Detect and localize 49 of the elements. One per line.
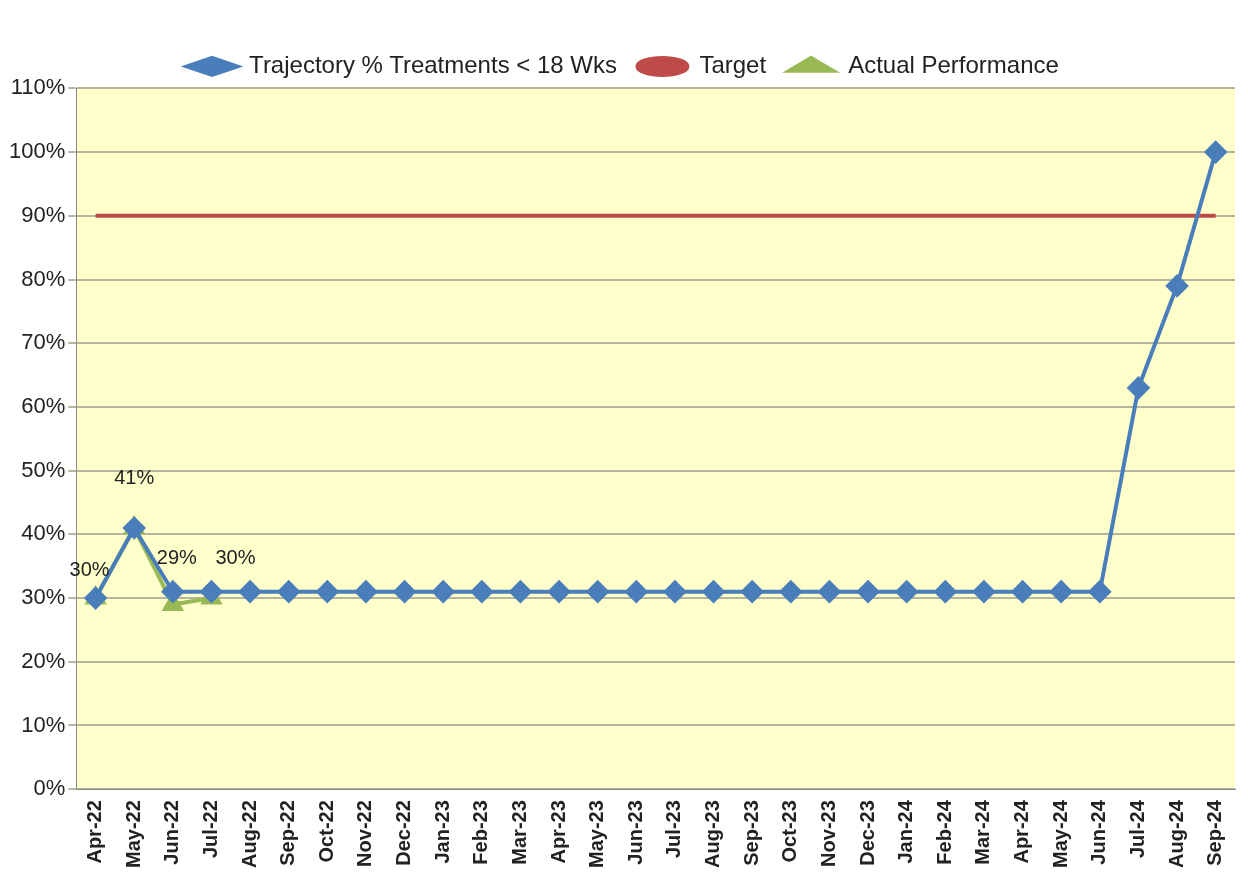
y-tick-label: 0% (33, 775, 66, 801)
y-tick-label: 30% (21, 584, 66, 610)
y-tick-label: 70% (21, 329, 66, 355)
x-tick-label: Aug-23 (701, 800, 724, 868)
x-tick-label: Nov-23 (816, 800, 839, 867)
x-tick-label: Aug-24 (1164, 799, 1187, 868)
x-tick-label: Sep-22 (276, 800, 299, 866)
legend-label: Trajectory % Treatments < 18 Wks (249, 51, 617, 79)
x-tick-label: Oct-22 (314, 800, 337, 863)
x-tick-label: Sep-24 (1203, 799, 1226, 866)
y-tick-label: 40% (21, 520, 66, 546)
y-tick-label: 90% (21, 201, 66, 227)
x-tick-label: Mar-23 (507, 800, 530, 865)
x-tick-label: Jan-23 (430, 800, 453, 864)
x-tick-label: May-22 (121, 800, 144, 868)
x-tick-label: Jun-23 (623, 800, 646, 865)
x-tick-label: Jan-24 (894, 799, 917, 864)
x-tick-label: Dec-22 (392, 800, 415, 866)
data-label: 30% (215, 545, 256, 568)
x-tick-label: Feb-23 (469, 800, 492, 865)
y-tick-label: 60% (21, 393, 66, 418)
x-tick-label: Apr-22 (83, 800, 106, 864)
legend-label: Actual Performance (848, 51, 1059, 79)
x-tick-label: Aug-22 (237, 800, 260, 868)
y-tick-label: 100% (8, 138, 66, 164)
x-tick-label: Jul-22 (198, 800, 221, 858)
data-label: 41% (114, 465, 155, 488)
x-tick-label: Jun-22 (160, 800, 183, 865)
x-tick-label: Apr-23 (546, 800, 569, 864)
x-tick-label: Mar-24 (971, 799, 994, 865)
x-tick-label: Sep-23 (739, 800, 762, 866)
x-tick-label: Jul-24 (1125, 799, 1148, 858)
data-label: 30% (69, 557, 110, 580)
y-tick-label: 50% (21, 456, 66, 482)
x-tick-label: Nov-22 (353, 800, 376, 867)
x-tick-label: Dec-23 (855, 800, 878, 866)
x-tick-label: May-24 (1048, 799, 1071, 868)
y-tick-label: 10% (21, 711, 66, 737)
data-label: 29% (156, 545, 198, 568)
y-tick-label: 20% (21, 647, 66, 673)
x-tick-label: May-23 (585, 800, 608, 868)
x-tick-label: Apr-24 (1010, 799, 1033, 864)
x-tick-label: Oct-23 (778, 800, 801, 863)
legend-label: Target (699, 51, 767, 79)
y-tick-label: 110% (10, 74, 66, 100)
x-tick-label: Feb-24 (932, 799, 955, 865)
x-tick-label: Jul-23 (662, 800, 685, 858)
x-tick-label: Jun-24 (1087, 799, 1110, 865)
y-tick-label: 80% (21, 265, 66, 291)
